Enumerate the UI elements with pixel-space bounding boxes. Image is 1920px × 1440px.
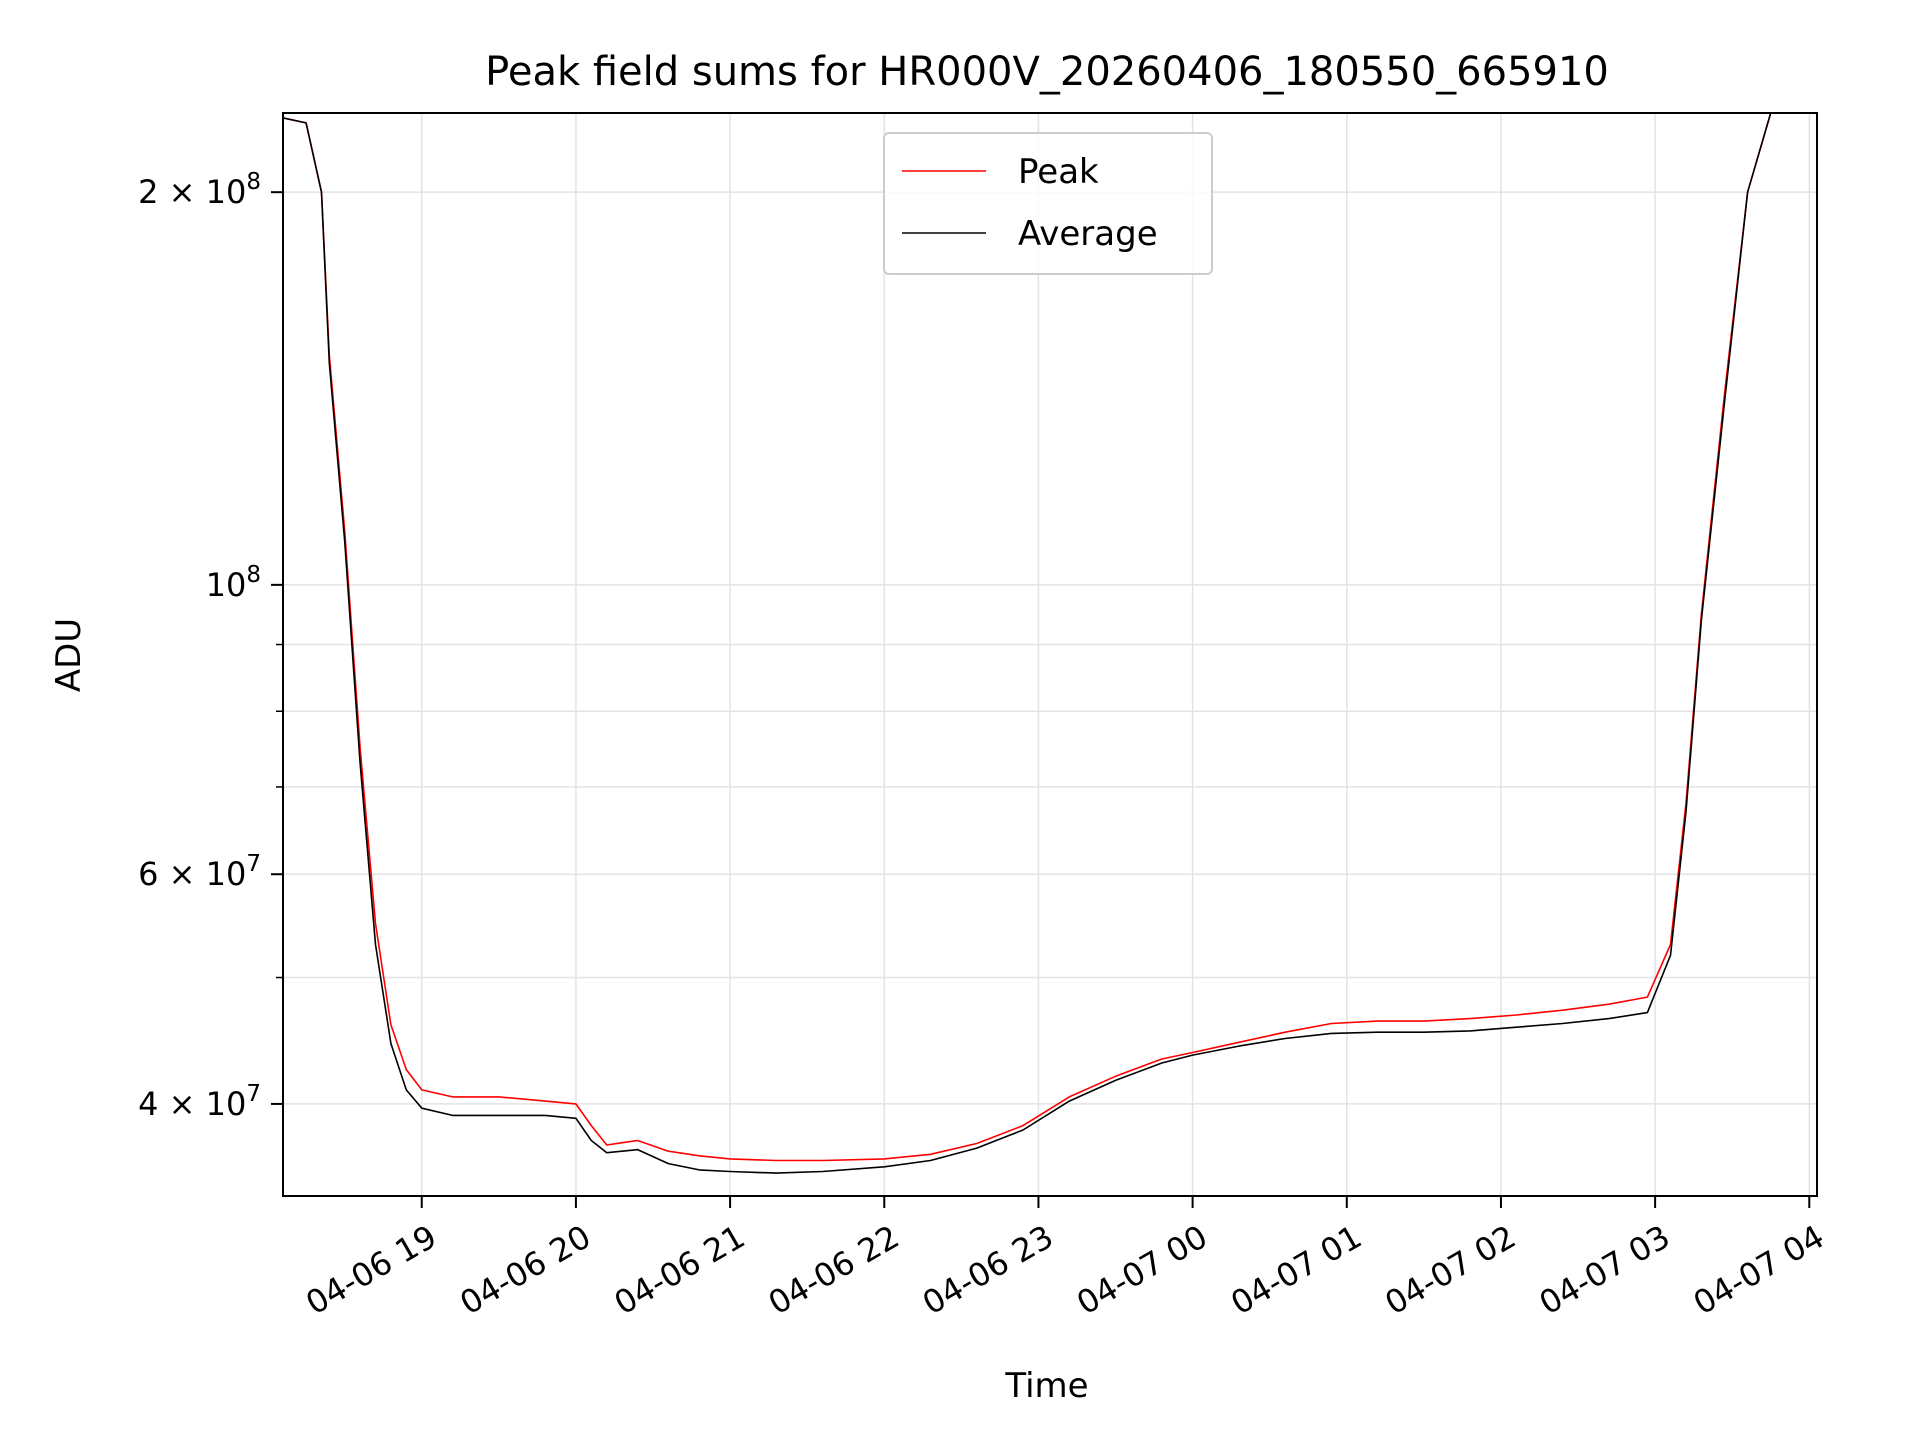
series-layer — [283, 113, 1817, 1174]
y-axis-title: ADU — [49, 618, 89, 692]
chart-title: Peak field sums for HR000V_20260406_1805… — [485, 49, 1609, 95]
y-tick-label: 6 × 107 — [138, 851, 261, 893]
legend-box — [883, 132, 1213, 275]
y-tick-label: 4 × 107 — [138, 1081, 261, 1123]
series-line-peak — [283, 113, 1817, 1162]
series-line-average — [283, 113, 1817, 1174]
y-axis-ticks: 4 × 107 6 × 107 108 2 × 108 — [138, 169, 283, 1123]
legend-label-average: Average — [1018, 214, 1158, 254]
x-tick-label: 04-07 02 — [1379, 1217, 1523, 1322]
y-tick-label: 108 — [206, 562, 261, 604]
x-axis-ticks: 04-06 19 04-06 20 04-06 21 04-06 22 04-06 23… — [299, 1196, 1830, 1322]
x-tick-label: 04-06 20 — [454, 1217, 598, 1322]
x-tick-label: 04-07 04 — [1687, 1217, 1831, 1322]
grid — [283, 113, 1817, 1196]
x-tick-label: 04-06 21 — [608, 1217, 752, 1322]
legend: Peak Average — [883, 132, 1213, 275]
x-axis-title: Time — [1004, 1366, 1088, 1406]
x-tick-label: 04-07 01 — [1224, 1217, 1368, 1322]
y-tick-label: 2 × 108 — [138, 169, 261, 211]
legend-label-peak: Peak — [1018, 152, 1099, 192]
x-tick-label: 04-06 22 — [762, 1217, 906, 1322]
plot-frame — [282, 112, 1818, 1197]
x-tick-label: 04-06 19 — [299, 1217, 443, 1322]
x-tick-label: 04-07 00 — [1070, 1217, 1214, 1322]
x-tick-label: 04-07 03 — [1533, 1217, 1677, 1322]
x-tick-label: 04-06 23 — [916, 1217, 1060, 1322]
